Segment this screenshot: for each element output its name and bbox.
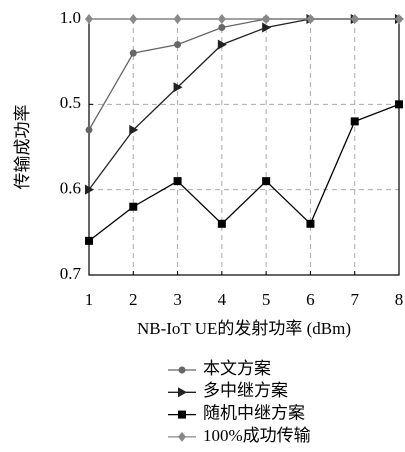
legend-label: 100%成功传输	[203, 426, 311, 445]
point	[173, 82, 183, 93]
y-tick-label: 1.0	[60, 8, 81, 27]
x-tick-label: 2	[129, 290, 138, 309]
point	[217, 14, 226, 24]
point	[350, 14, 359, 24]
legend-label: 本文方案	[203, 359, 271, 378]
point	[173, 177, 182, 186]
y-tick-label: 0.7	[60, 264, 82, 283]
point	[306, 219, 315, 228]
point	[262, 22, 272, 33]
x-tick-label: 8	[395, 290, 404, 309]
point	[129, 14, 138, 24]
point	[129, 124, 139, 135]
point	[85, 184, 94, 195]
y-tick-label: 0.6	[60, 179, 81, 198]
series-line	[88, 103, 400, 242]
point	[129, 202, 138, 211]
point	[262, 14, 271, 24]
point	[217, 39, 227, 50]
point	[174, 41, 182, 49]
x-tick-label: 5	[262, 290, 271, 309]
point	[306, 14, 315, 24]
point	[85, 14, 93, 24]
x-axis-label: NB-IoT UE的发射功率 (dBm)	[137, 319, 351, 338]
point	[178, 366, 186, 374]
point	[262, 177, 271, 186]
point	[85, 236, 93, 245]
point	[129, 49, 137, 57]
y-axis-label: 传输成功率	[13, 105, 32, 190]
point	[395, 14, 403, 24]
plot-frame	[88, 18, 400, 276]
point	[218, 24, 226, 32]
point	[85, 126, 93, 134]
x-tick-label: 6	[306, 290, 315, 309]
legend-label: 随机中继方案	[203, 404, 305, 423]
point	[350, 117, 359, 126]
point	[395, 100, 403, 109]
point	[178, 431, 186, 442]
point	[173, 14, 182, 24]
legend-label: 多中继方案	[203, 381, 288, 400]
point	[178, 387, 187, 398]
x-tick-label: 3	[173, 290, 182, 309]
x-tick-label: 7	[350, 290, 359, 309]
point	[217, 219, 226, 228]
y-tick-label: 0.5	[60, 93, 81, 112]
x-tick-label: 1	[85, 290, 94, 309]
point	[178, 410, 186, 419]
x-tick-label: 4	[218, 290, 227, 309]
